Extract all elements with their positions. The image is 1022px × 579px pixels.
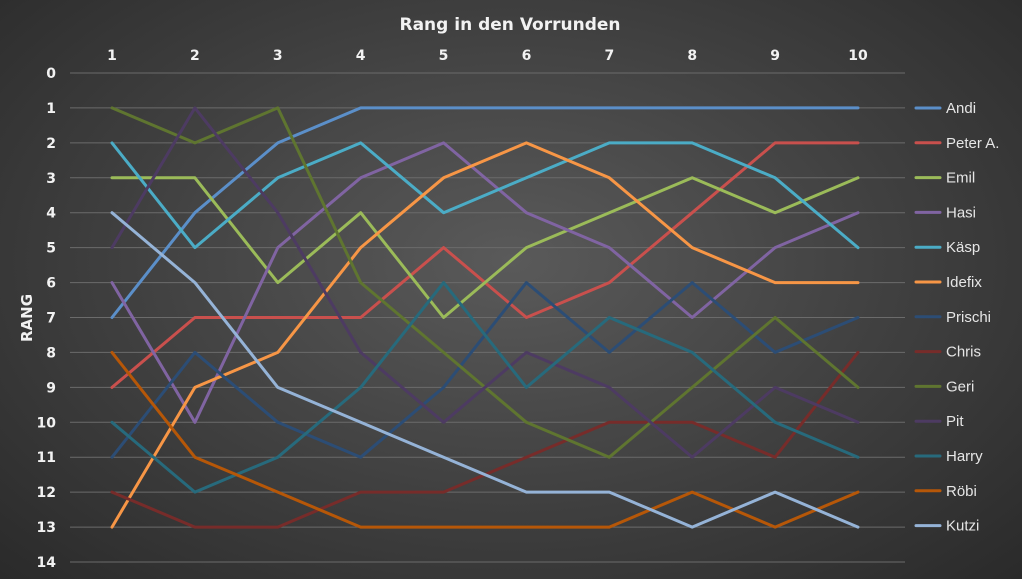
series-line-emil — [110, 176, 860, 319]
series-line-kutzi — [110, 211, 860, 529]
legend-label-peter-a: Peter A. — [946, 135, 999, 152]
x-tick-label: 8 — [687, 48, 697, 64]
legend-label-chris: Chris — [946, 344, 981, 361]
x-axis-ticks: 1 2 3 4 5 6 7 8 9 10 — [107, 48, 868, 64]
series-line-andi — [110, 106, 860, 319]
series-line-prischi — [110, 281, 860, 459]
legend-label-käsp: Käsp — [946, 239, 980, 256]
y-tick-label: 1 — [46, 101, 56, 117]
series-line-idefix — [110, 141, 860, 529]
legend-label-röbi: Röbi — [946, 483, 977, 500]
series-line-käsp — [110, 141, 860, 250]
y-tick-label: 8 — [46, 345, 56, 361]
y-tick-label: 0 — [46, 66, 56, 82]
y-tick-label: 5 — [46, 241, 56, 257]
y-tick-label: 11 — [37, 450, 56, 466]
y-tick-label: 9 — [46, 380, 56, 396]
y-tick-label: 12 — [37, 485, 56, 501]
x-tick-label: 6 — [522, 48, 532, 64]
y-tick-label: 14 — [37, 555, 57, 571]
legend-label-hasi: Hasi — [946, 204, 976, 221]
y-tick-label: 6 — [46, 276, 56, 292]
x-tick-label: 1 — [107, 48, 117, 64]
legend: Andi Peter A. Emil Hasi Käsp Idefix Prischi Chr… — [914, 100, 999, 535]
y-tick-label: 2 — [46, 136, 56, 152]
legend-label-idefix: Idefix — [946, 274, 982, 291]
x-tick-label: 7 — [604, 48, 614, 64]
y-axis-label: RANG — [18, 294, 36, 342]
y-tick-label: 13 — [37, 520, 56, 536]
y-tick-label: 10 — [37, 415, 57, 431]
x-tick-label: 2 — [190, 48, 200, 64]
series-line-pit — [110, 106, 860, 459]
x-tick-label: 5 — [439, 48, 449, 64]
chart-title: Rang in den Vorrunden — [400, 15, 621, 35]
legend-label-kutzi: Kutzi — [946, 518, 979, 535]
x-tick-label: 4 — [356, 48, 366, 64]
legend-label-geri: Geri — [946, 378, 974, 395]
legend-label-emil: Emil — [946, 170, 975, 187]
legend-label-harry: Harry — [946, 448, 983, 465]
x-tick-label: 9 — [770, 48, 780, 64]
legend-label-prischi: Prischi — [946, 309, 991, 326]
y-tick-label: 4 — [46, 206, 56, 222]
legend-label-pit: Pit — [946, 413, 964, 430]
legend-label-andi: Andi — [946, 100, 976, 117]
y-tick-label: 3 — [46, 171, 56, 187]
x-tick-label: 3 — [273, 48, 283, 64]
y-tick-label: 7 — [46, 311, 56, 327]
series-lines — [110, 106, 860, 529]
x-tick-label: 10 — [848, 48, 868, 64]
